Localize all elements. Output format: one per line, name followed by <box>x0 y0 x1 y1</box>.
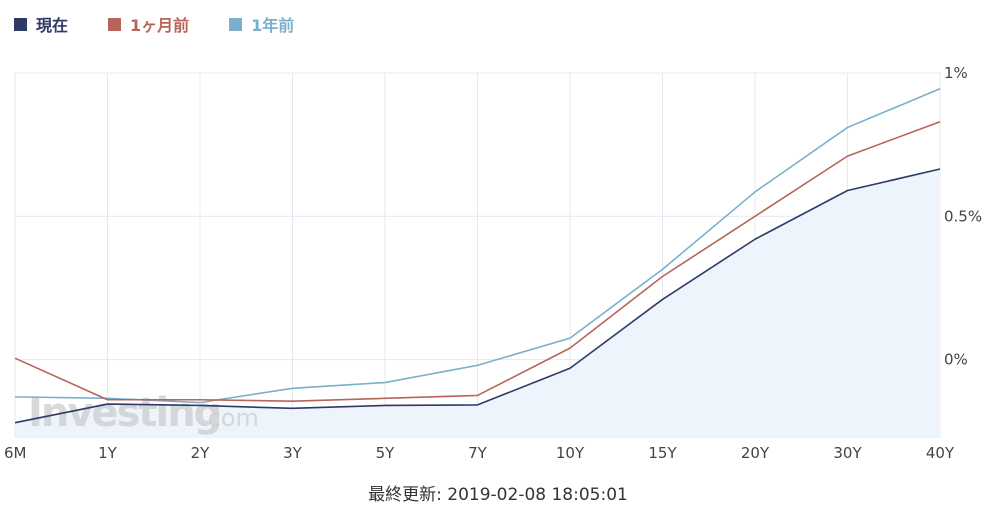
x-tick-label: 30Y <box>833 444 862 462</box>
x-tick-label: 40Y <box>926 444 955 462</box>
series-line <box>14 88 941 404</box>
x-tick-label: 1Y <box>98 444 118 462</box>
chart-lines <box>14 88 941 424</box>
x-tick-label: 5Y <box>376 444 396 462</box>
chart-areas <box>15 169 940 437</box>
x-tick-label: 10Y <box>556 444 585 462</box>
x-tick-label: 2Y <box>191 444 211 462</box>
legend-label-1-month-ago: 1ヶ月前 <box>130 16 190 35</box>
legend-label-1-year-ago: 1年前 <box>251 16 295 35</box>
x-tick-label: 6M <box>4 444 27 462</box>
legend-item-current[interactable]: 現在 <box>14 12 68 36</box>
legend-swatch-current <box>14 17 27 31</box>
legend-item-1-month-ago[interactable]: 1ヶ月前 <box>108 12 189 36</box>
x-tick-label: 3Y <box>283 444 303 462</box>
y-axis-labels: 1% 0.5% 0% <box>944 64 982 369</box>
y-tick-label: 0% <box>944 351 968 369</box>
legend-swatch-1-year-ago <box>229 17 243 31</box>
x-tick-label: 20Y <box>741 444 770 462</box>
x-tick-label: 15Y <box>648 444 677 462</box>
x-tick-label: 7Y <box>468 444 488 462</box>
series-area <box>15 169 940 437</box>
series-line <box>14 168 941 424</box>
watermark-suffix: .com <box>200 404 259 432</box>
series-line <box>14 120 941 402</box>
legend-item-1-year-ago[interactable]: 1年前 <box>229 12 294 36</box>
y-tick-label: 0.5% <box>944 207 982 225</box>
chart-legend: 現在 1ヶ月前 1年前 <box>14 12 334 36</box>
x-axis-labels: 6M 1Y 2Y 3Y 5Y 7Y 10Y 15Y 20Y 30Y 40Y <box>4 444 955 462</box>
y-tick-label: 1% <box>944 64 968 82</box>
last-updated-text: 最終更新: 2019-02-08 18:05:01 <box>368 485 628 505</box>
legend-swatch-1-month-ago <box>108 17 122 31</box>
legend-label-current: 現在 <box>36 16 69 35</box>
